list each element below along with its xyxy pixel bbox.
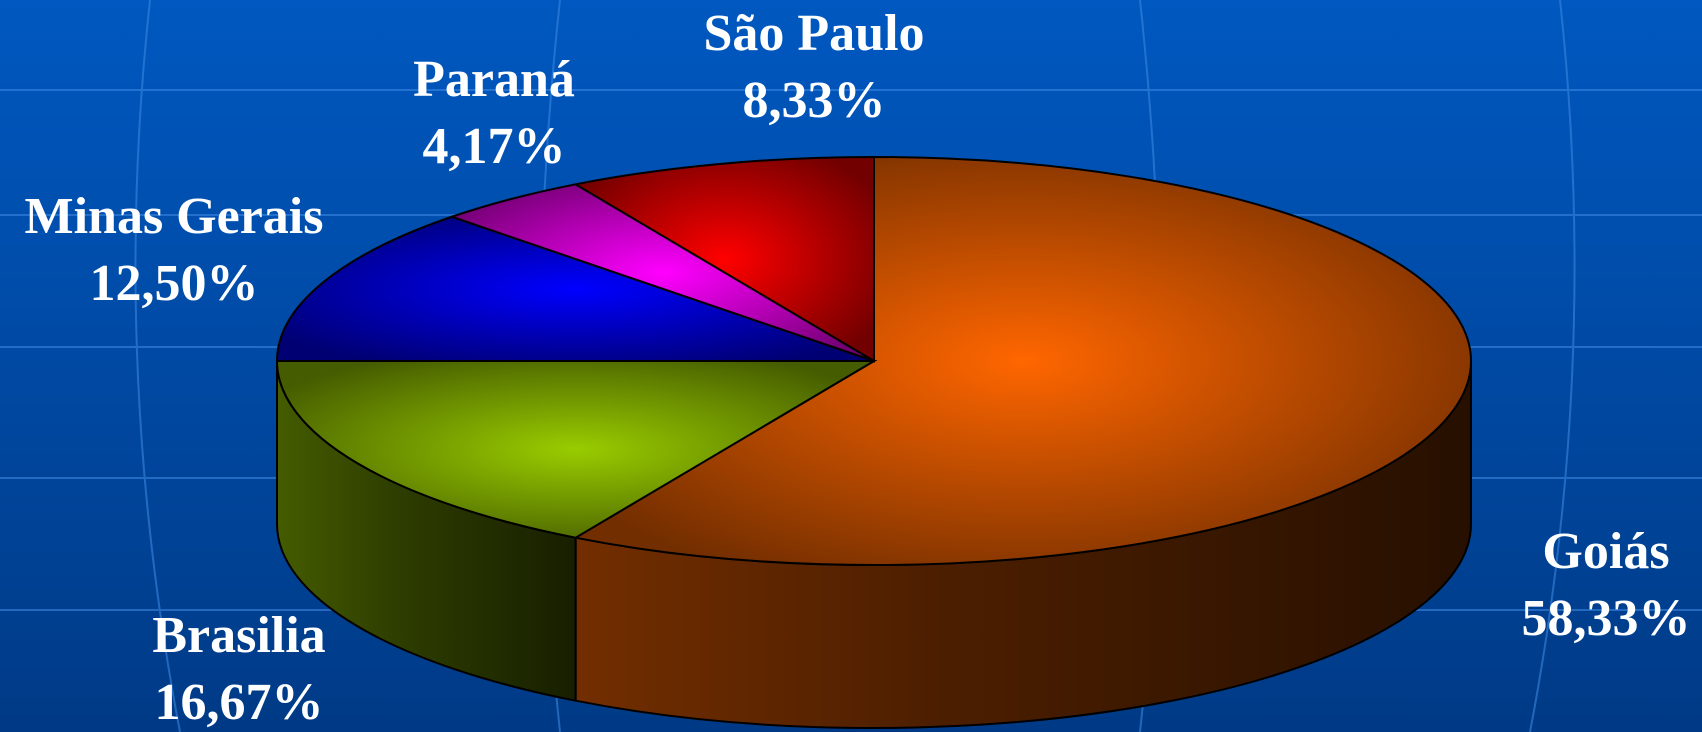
slice-shade [275,360,878,539]
slice-label-name: Goiás [1542,523,1669,580]
pie [275,155,1472,729]
slice-label-value: 8,33% [743,72,886,129]
slice-label-name: Brasilia [152,607,325,664]
slice-shade [572,155,875,363]
slice-label-name: São Paulo [703,5,924,62]
slice-label-value: 16,67% [155,674,324,731]
slice-shade [572,155,1472,566]
slice-label-name: Paraná [413,51,575,108]
slice-label-value: 12,50% [90,255,259,312]
slice-shade [275,215,875,362]
slice-label-value: 58,33% [1522,590,1691,647]
slice-label-name: Minas Gerais [25,188,324,245]
slice-label-value: 4,17% [423,118,566,175]
